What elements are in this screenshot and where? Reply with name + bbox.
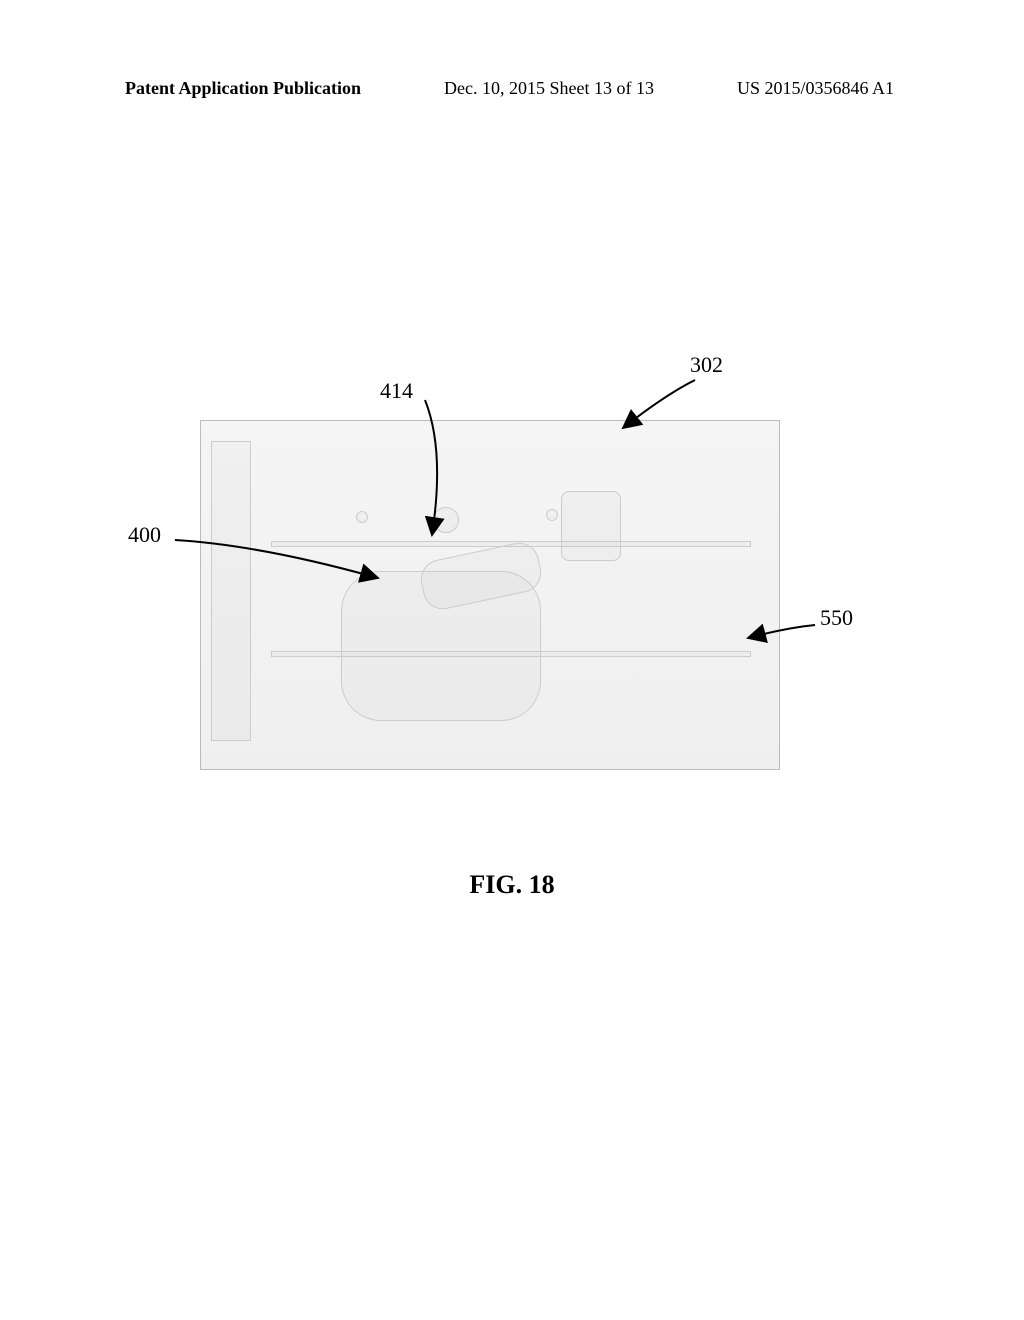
- patent-page: Patent Application Publication Dec. 10, …: [0, 0, 1024, 1320]
- sketch-dot-a: [356, 511, 368, 523]
- header-middle: Dec. 10, 2015 Sheet 13 of 13: [444, 78, 654, 99]
- figure-caption: FIG. 18: [0, 870, 1024, 900]
- sketch-fixture: [561, 491, 621, 561]
- page-header: Patent Application Publication Dec. 10, …: [0, 78, 1024, 99]
- header-right: US 2015/0356846 A1: [737, 78, 894, 99]
- ref-label-400: 400: [128, 522, 161, 548]
- sketch-dot-b: [546, 509, 558, 521]
- sketch-left-rail: [211, 441, 251, 741]
- header-left: Patent Application Publication: [125, 78, 361, 99]
- figure-area: [170, 360, 810, 810]
- figure-frame: [200, 420, 780, 770]
- ref-label-550: 550: [820, 605, 853, 631]
- ref-label-414: 414: [380, 378, 413, 404]
- ref-label-302: 302: [690, 352, 723, 378]
- sketch-ref414-circle: [433, 507, 459, 533]
